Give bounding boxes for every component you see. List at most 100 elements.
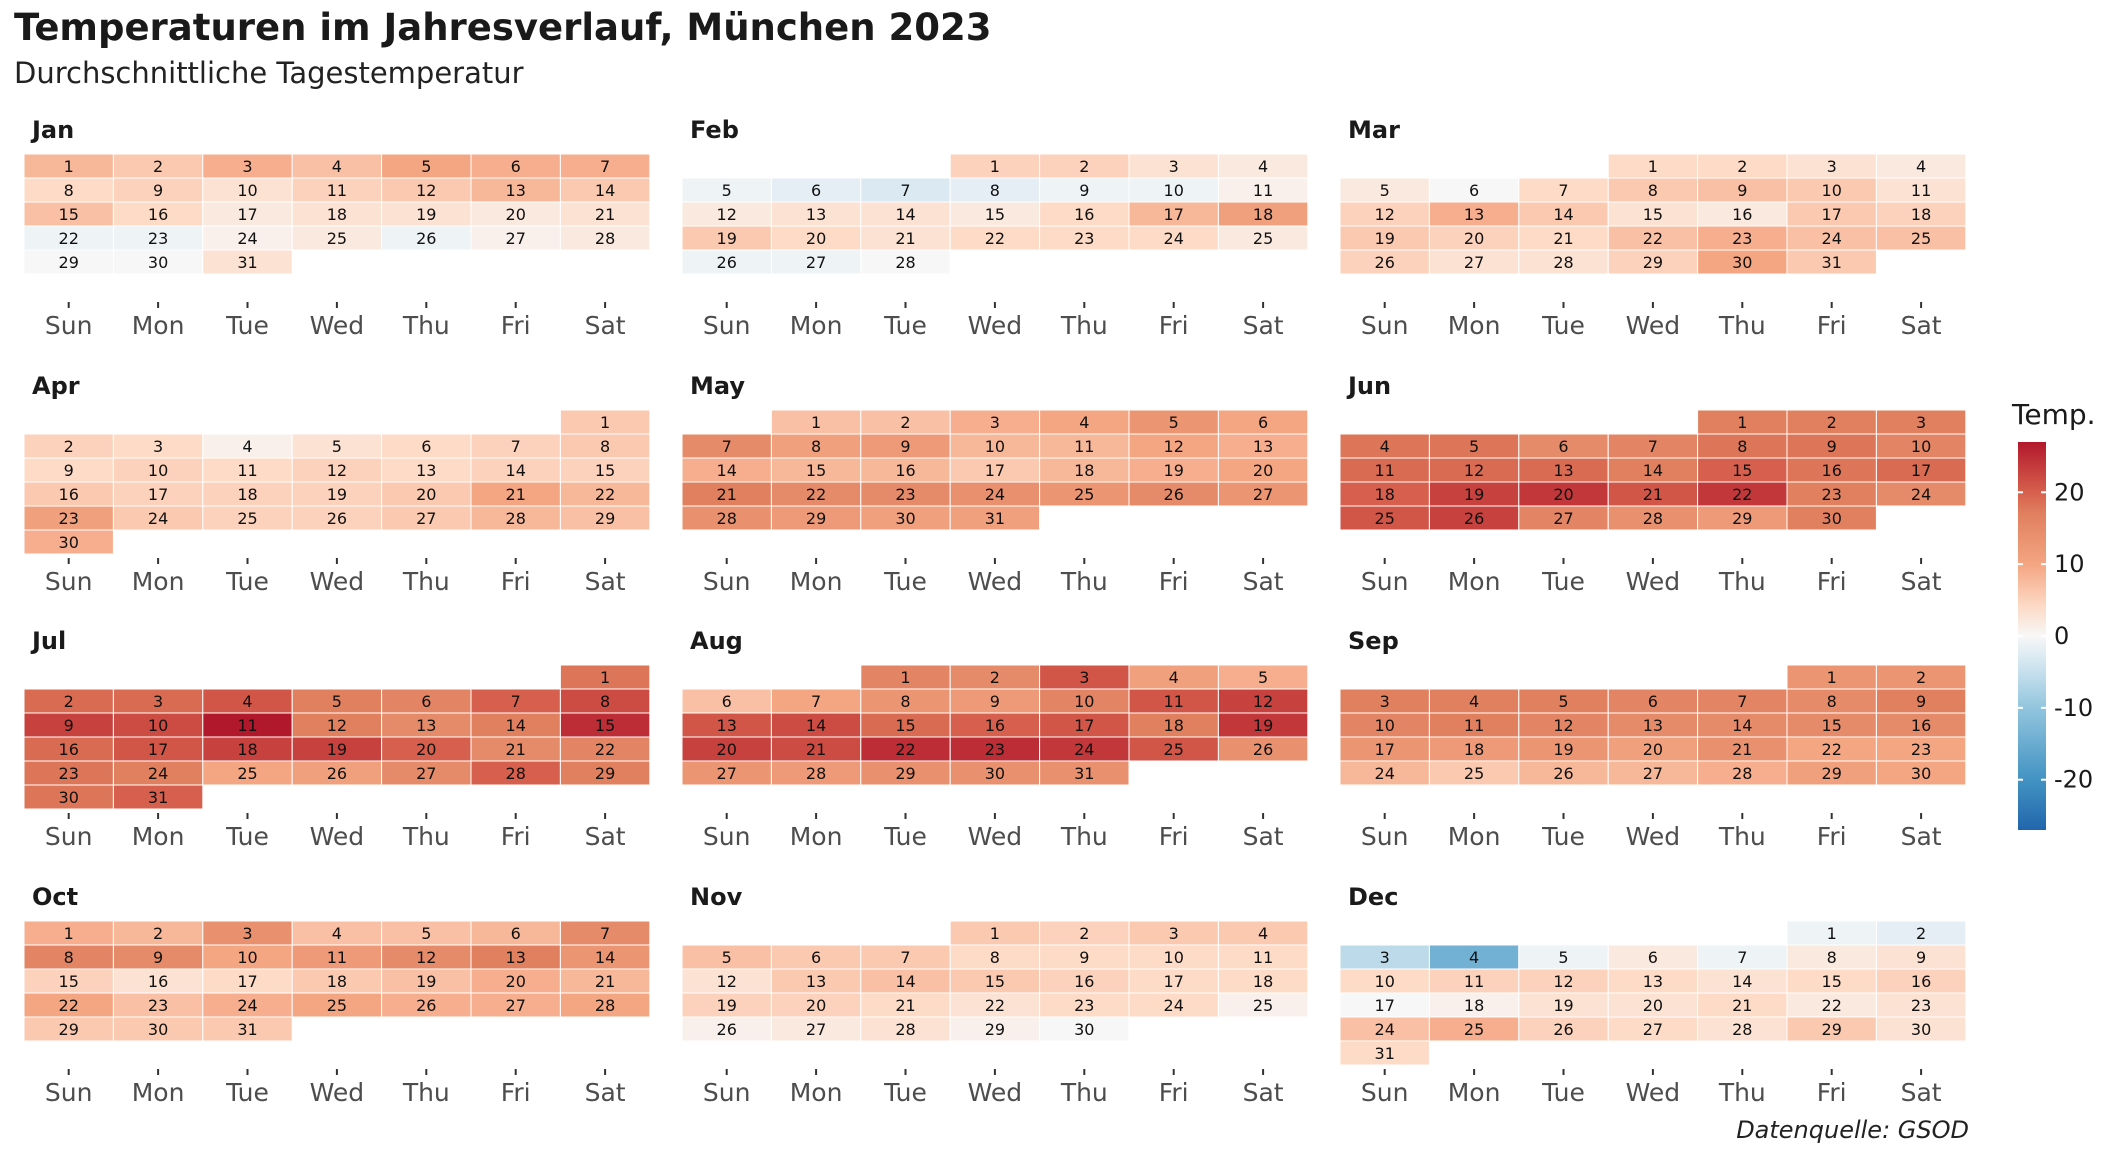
day-cell xyxy=(23,529,114,555)
day-label: 24 xyxy=(985,485,1005,504)
day-label: 24 xyxy=(1822,229,1842,248)
day-cell xyxy=(1217,177,1309,203)
day-label: 21 xyxy=(1732,740,1752,759)
day-label: 20 xyxy=(1553,485,1573,504)
day-label: 12 xyxy=(1553,716,1573,735)
day-cell xyxy=(381,481,472,507)
day-label: 11 xyxy=(1253,948,1273,967)
day-label: 28 xyxy=(895,1020,915,1039)
day-label: 29 xyxy=(1732,509,1752,528)
weekday-label: Wed xyxy=(968,1078,1023,1107)
day-cell xyxy=(770,944,862,970)
day-label: 18 xyxy=(1164,716,1184,735)
day-label: 8 xyxy=(64,181,74,200)
weekday-label: Sat xyxy=(1901,1078,1942,1107)
day-label: 16 xyxy=(148,205,168,224)
day-label: 30 xyxy=(1732,253,1752,272)
day-label: 8 xyxy=(600,437,610,456)
day-cell xyxy=(559,505,651,531)
day-cell xyxy=(949,736,1041,762)
day-label: 9 xyxy=(900,437,910,456)
day-cell xyxy=(559,153,651,179)
day-cell xyxy=(1518,992,1609,1018)
day-label: 14 xyxy=(717,461,737,480)
day-cell xyxy=(291,505,383,531)
day-label: 27 xyxy=(806,1020,826,1039)
day-label: 23 xyxy=(59,509,79,528)
day-label: 19 xyxy=(1553,996,1573,1015)
day-cell xyxy=(1039,225,1130,251)
day-cell xyxy=(1217,968,1309,994)
day-label: 6 xyxy=(1558,437,1568,456)
day-label: 28 xyxy=(595,229,615,248)
day-label: 7 xyxy=(511,437,521,456)
day-cell xyxy=(681,225,772,251)
day-label: 28 xyxy=(1732,764,1752,783)
day-label: 1 xyxy=(990,157,1000,176)
month-label: Aug xyxy=(690,627,743,655)
weekday-label: Wed xyxy=(1626,822,1681,851)
day-cell xyxy=(1697,177,1788,203)
weekday-label: Fri xyxy=(1817,311,1847,340)
day-cell xyxy=(1518,457,1609,483)
day-cell xyxy=(860,968,951,994)
day-cell xyxy=(949,433,1041,459)
weekday-label: Sat xyxy=(1243,1078,1284,1107)
day-label: 5 xyxy=(421,924,431,943)
day-label: 24 xyxy=(1375,1020,1395,1039)
day-label: 10 xyxy=(1822,181,1842,200)
day-label: 1 xyxy=(1827,924,1837,943)
day-label: 29 xyxy=(595,509,615,528)
day-cell xyxy=(1697,481,1788,507)
day-label: 29 xyxy=(1822,764,1842,783)
day-cell xyxy=(1128,481,1219,507)
day-label: 11 xyxy=(1253,181,1273,200)
day-label: 11 xyxy=(327,181,347,200)
day-cell xyxy=(860,225,951,251)
day-cell xyxy=(1339,712,1430,738)
day-label: 10 xyxy=(985,437,1005,456)
day-label: 29 xyxy=(985,1020,1005,1039)
day-cell xyxy=(1697,201,1788,227)
day-label: 11 xyxy=(1464,972,1484,991)
day-cell xyxy=(1607,736,1699,762)
day-cell xyxy=(949,177,1041,203)
day-label: 1 xyxy=(64,157,74,176)
day-label: 24 xyxy=(1074,740,1094,759)
day-cell xyxy=(381,177,472,203)
day-label: 22 xyxy=(1643,229,1663,248)
day-label: 15 xyxy=(1643,205,1663,224)
day-label: 17 xyxy=(1375,740,1395,759)
day-label: 14 xyxy=(895,972,915,991)
day-cell xyxy=(202,201,293,227)
day-label: 12 xyxy=(1253,692,1273,711)
weekday-label: Sun xyxy=(1361,311,1409,340)
day-cell xyxy=(681,992,772,1018)
day-label: 14 xyxy=(1643,461,1663,480)
day-label: 20 xyxy=(717,740,737,759)
day-label: 28 xyxy=(895,253,915,272)
day-cell xyxy=(202,992,293,1018)
day-cell xyxy=(1786,201,1877,227)
day-cell xyxy=(1875,153,1967,179)
day-label: 6 xyxy=(421,437,431,456)
day-cell xyxy=(1697,505,1788,531)
weekday-label: Sun xyxy=(45,822,93,851)
day-label: 19 xyxy=(1164,461,1184,480)
weekday-label: Fri xyxy=(501,311,531,340)
day-cell xyxy=(202,433,293,459)
day-cell xyxy=(1339,225,1430,251)
day-label: 1 xyxy=(811,413,821,432)
day-label: 3 xyxy=(1916,413,1926,432)
weekday-label: Tue xyxy=(883,822,927,851)
day-label: 9 xyxy=(1827,437,1837,456)
legend-tick-label: -10 xyxy=(2054,694,2093,722)
day-cell xyxy=(202,249,293,275)
day-cell xyxy=(202,944,293,970)
day-label: 14 xyxy=(1732,716,1752,735)
day-cell xyxy=(681,481,772,507)
day-cell xyxy=(1607,457,1699,483)
day-label: 19 xyxy=(1253,716,1273,735)
